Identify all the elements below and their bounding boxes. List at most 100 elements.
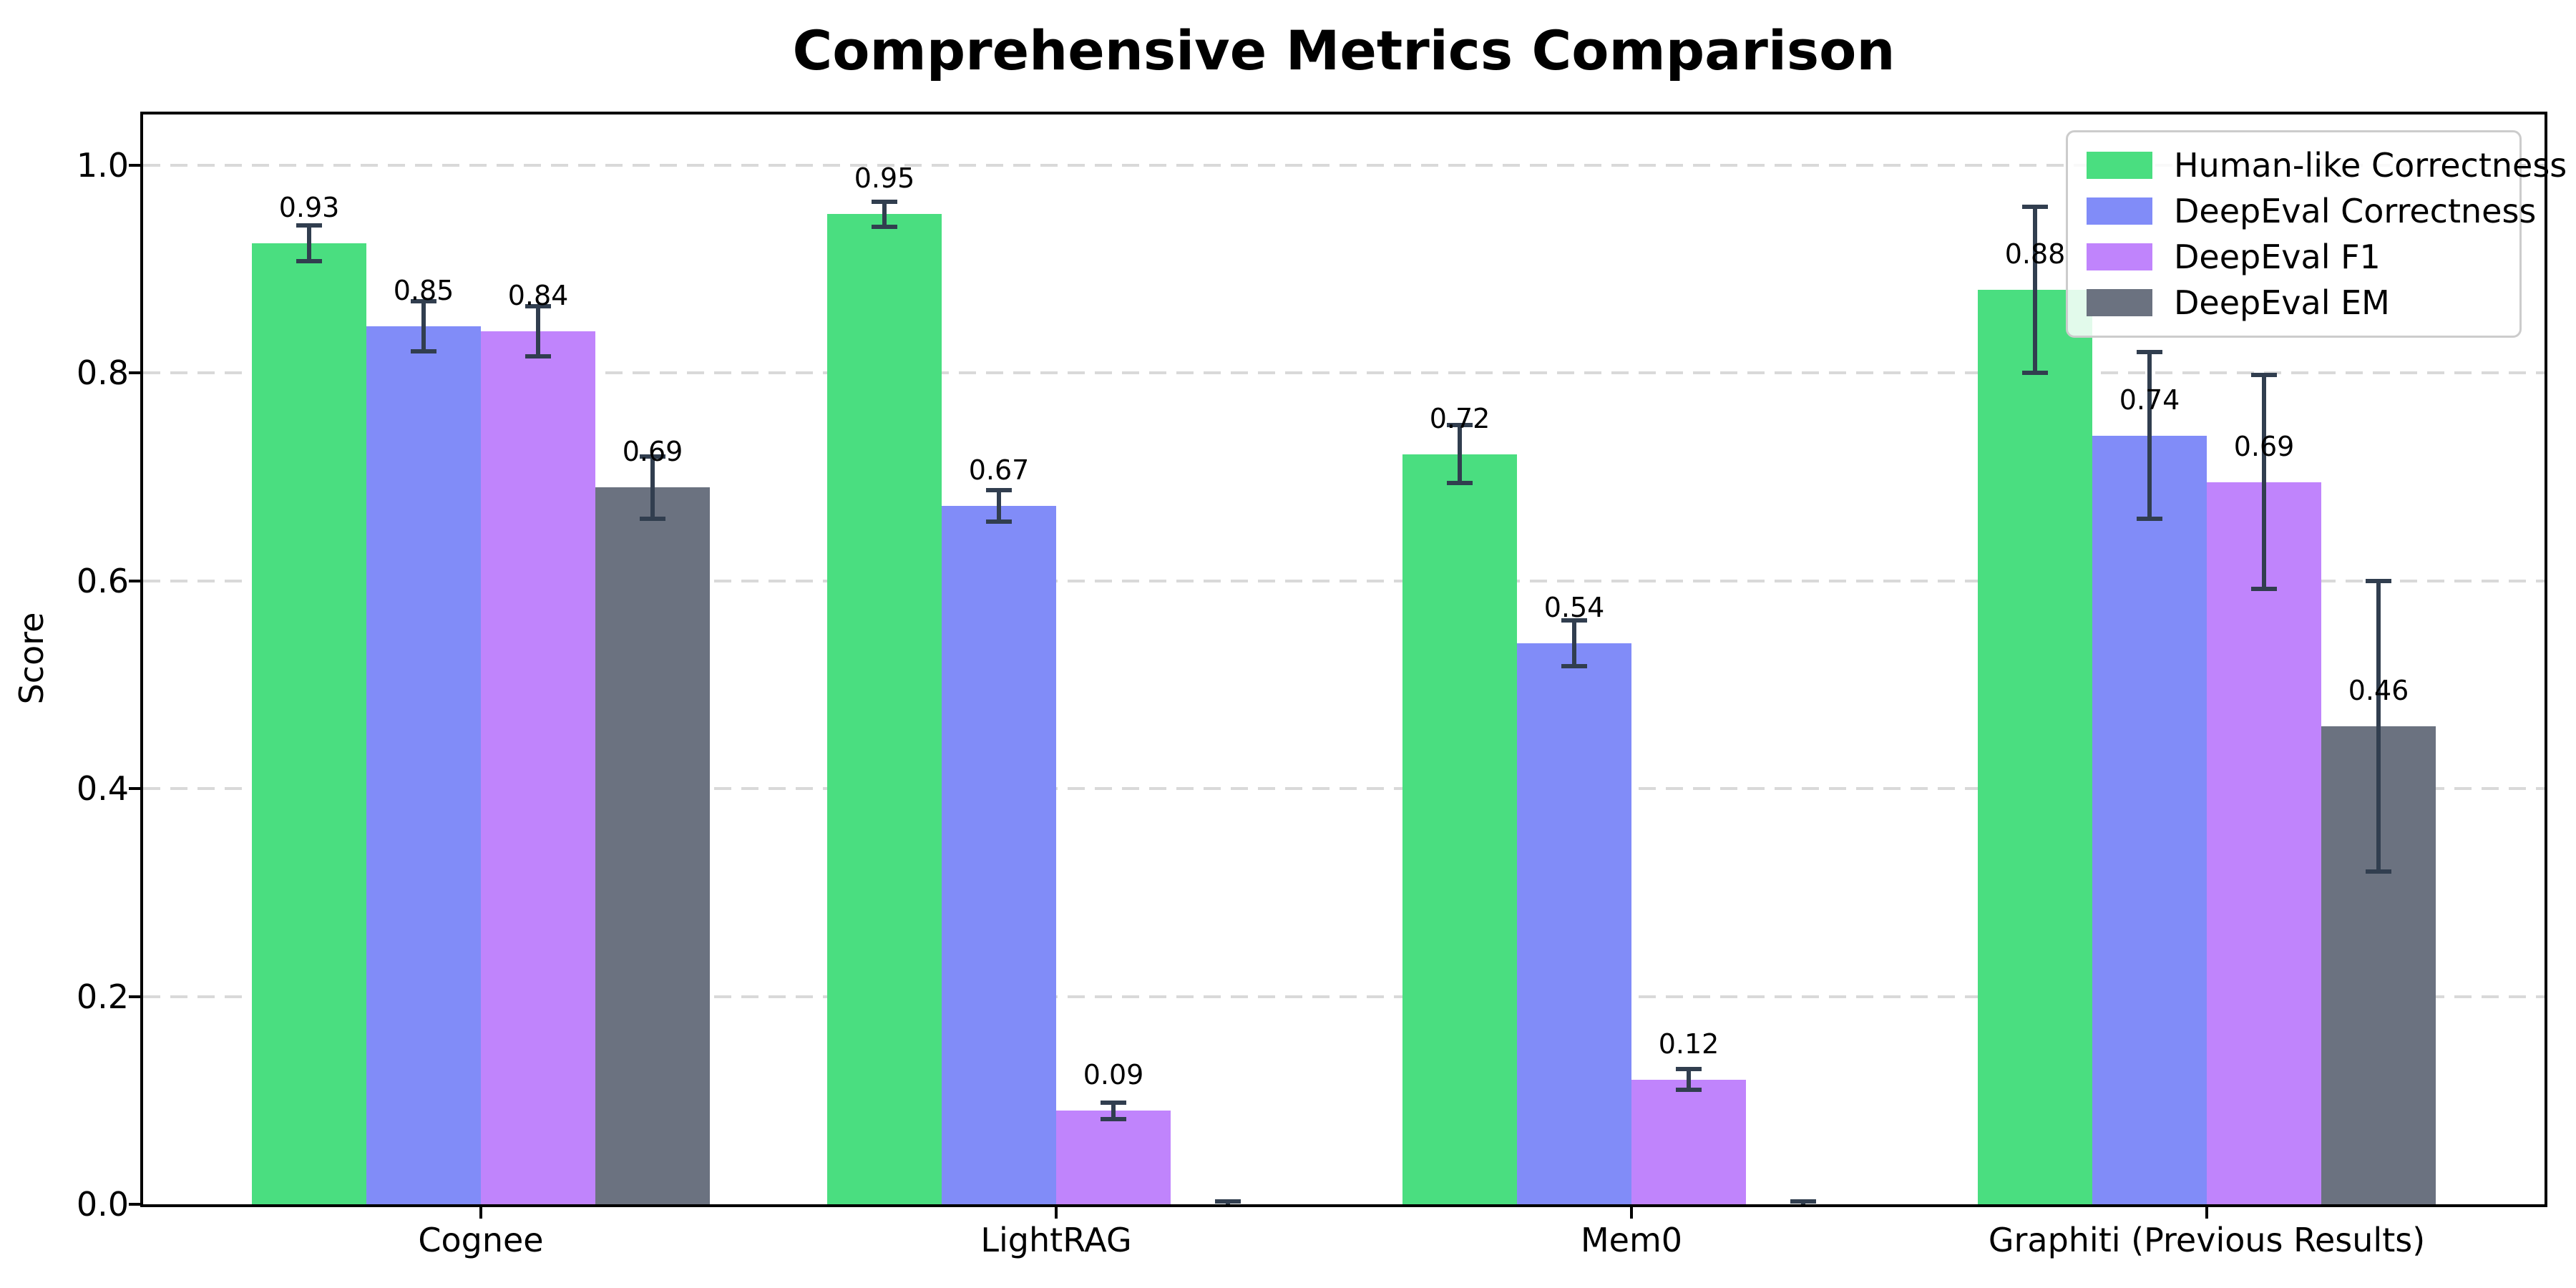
x-tick-mark	[479, 1207, 482, 1219]
legend-item-deepeval-correctness: DeepEval Correctness	[2087, 192, 2536, 230]
error-bar-cap	[1447, 423, 1473, 427]
bar-lightrag-deepeval-f1	[1056, 1111, 1171, 1204]
error-bar-cap	[986, 488, 1012, 493]
error-bar-cap	[640, 454, 665, 459]
error-bar-cap	[872, 199, 897, 204]
y-tick-mark	[129, 1203, 143, 1206]
gridline-0.2	[143, 995, 2545, 998]
y-tick-label: 1.0	[76, 146, 129, 185]
bar-value-label: 0.09	[1083, 1059, 1144, 1091]
axis-spine-bottom	[140, 1204, 2547, 1207]
error-bar-lightrag-deepeval-f1	[1111, 1102, 1116, 1119]
error-bar-cap	[1215, 1199, 1241, 1204]
error-bar-cap	[640, 516, 665, 521]
axis-spine-right	[2545, 112, 2547, 1207]
legend-item-human-like-correctness: Human-like Correctness	[2087, 146, 2567, 185]
error-bar-cap	[1676, 1067, 1702, 1072]
bar-lightrag-human-like-correctness	[827, 214, 942, 1204]
legend-item-deepeval-f1: DeepEval F1	[2087, 238, 2519, 276]
error-bar-graphiti-previous-results-human-like-correctness	[2033, 207, 2037, 374]
axis-spine-top	[140, 112, 2547, 114]
error-bar-cap	[986, 519, 1012, 525]
legend-swatch-deepeval-f1	[2087, 243, 2152, 270]
y-tick-mark	[129, 164, 143, 167]
y-axis-label: Score	[12, 612, 51, 705]
error-bar-cap	[2137, 516, 2162, 521]
gridline-0.4	[143, 787, 2545, 791]
error-bar-mem0-human-like-correctness	[1458, 425, 1462, 484]
y-tick-label: 0.2	[76, 977, 129, 1016]
bar-value-label: 0.12	[1658, 1028, 1719, 1060]
x-tick-mark	[1630, 1207, 1633, 1219]
error-bar-cap	[2251, 587, 2277, 592]
error-bar-cap	[525, 304, 551, 309]
x-tick-label-cognee: Cognee	[418, 1221, 544, 1259]
error-bar-cap	[2251, 373, 2277, 378]
bar-value-label: 0.93	[278, 191, 340, 223]
error-bar-cap	[525, 354, 551, 359]
error-bar-graphiti-previous-results-deepeval-em	[2376, 580, 2381, 872]
y-tick-mark	[129, 995, 143, 998]
error-bar-cognee-deepeval-f1	[536, 306, 540, 357]
gridline-0.8	[143, 371, 2545, 375]
error-bar-cap	[2366, 578, 2391, 583]
error-bar-graphiti-previous-results-deepeval-correctness	[2147, 352, 2152, 519]
error-bar-cap	[1790, 1199, 1816, 1204]
y-tick-mark	[129, 787, 143, 791]
y-tick-mark	[129, 371, 143, 375]
bar-graphiti-previous-results-human-like-correctness	[1978, 290, 2092, 1204]
gridline-1.0	[143, 164, 2545, 167]
legend-item-deepeval-em: DeepEval EM	[2087, 283, 2519, 322]
legend-label-deepeval-correctness: DeepEval Correctness	[2174, 192, 2537, 230]
legend-label-human-like-correctness: Human-like Correctness	[2174, 146, 2567, 185]
error-bar-lightrag-human-like-correctness	[882, 201, 887, 227]
error-bar-cap	[2137, 350, 2162, 355]
bar-value-label: 0.74	[2119, 384, 2180, 416]
bar-cognee-deepeval-correctness	[366, 326, 481, 1204]
error-bar-cognee-deepeval-correctness	[421, 301, 426, 351]
error-bar-cap	[2366, 869, 2391, 874]
chart-title: Comprehensive Metrics Comparison	[792, 19, 1896, 82]
error-bar-graphiti-previous-results-deepeval-f1	[2262, 375, 2266, 590]
legend-swatch-deepeval-correctness	[2087, 197, 2152, 225]
bar-value-label: 0.95	[854, 162, 915, 195]
error-bar-cognee-deepeval-em	[650, 456, 655, 519]
bar-value-label: 0.88	[2004, 238, 2066, 270]
error-bar-cap	[1101, 1100, 1126, 1105]
bar-value-label: 0.54	[1543, 591, 1605, 623]
gridline-0.6	[143, 579, 2545, 582]
x-tick-mark	[1055, 1207, 1058, 1219]
y-tick-label: 0.6	[76, 561, 129, 600]
plot-area: 0.93 0.85 0.84 0.69 0.95 0.67 0.09 0.72 0.54 0.12…	[143, 114, 2545, 1204]
x-tick-label-mem0: Mem0	[1580, 1221, 1683, 1259]
y-tick-mark	[129, 579, 143, 582]
bar-value-label: 0.84	[507, 280, 569, 312]
error-bar-cap	[1561, 618, 1587, 623]
bar-mem0-human-like-correctness	[1402, 454, 1517, 1204]
y-tick-label: 0.4	[76, 769, 129, 809]
x-tick-mark	[2205, 1207, 2208, 1219]
bar-value-label: 0.69	[2233, 430, 2295, 462]
legend: Human-like Correctness DeepEval Correctne…	[2066, 130, 2567, 338]
error-bar-cognee-human-like-correctness	[307, 225, 311, 261]
legend-label-deepeval-f1: DeepEval F1	[2174, 238, 2381, 276]
error-bar-cap	[1101, 1116, 1126, 1121]
legend-label-deepeval-em: DeepEval EM	[2174, 283, 2390, 322]
error-bar-cap	[411, 348, 436, 353]
error-bar-cap	[296, 258, 322, 263]
error-bar-cap	[1676, 1088, 1702, 1093]
bar-value-label: 0.85	[393, 275, 454, 307]
bar-graphiti-previous-results-deepeval-f1	[2207, 482, 2321, 1204]
legend-swatch-deepeval-em	[2087, 289, 2152, 316]
error-bar-cap	[2022, 205, 2048, 210]
y-tick-label: 0.0	[76, 1185, 129, 1224]
bar-value-label: 0.46	[2348, 675, 2409, 707]
bar-mem0-deepeval-correctness	[1517, 643, 1631, 1204]
error-bar-cap	[411, 299, 436, 304]
bar-cognee-human-like-correctness	[252, 243, 366, 1204]
y-tick-label: 0.8	[76, 353, 129, 393]
error-bar-mem0-deepeval-f1	[1687, 1069, 1691, 1091]
error-bar-mem0-deepeval-correctness	[1572, 620, 1576, 666]
bar-value-label: 0.67	[968, 454, 1030, 487]
